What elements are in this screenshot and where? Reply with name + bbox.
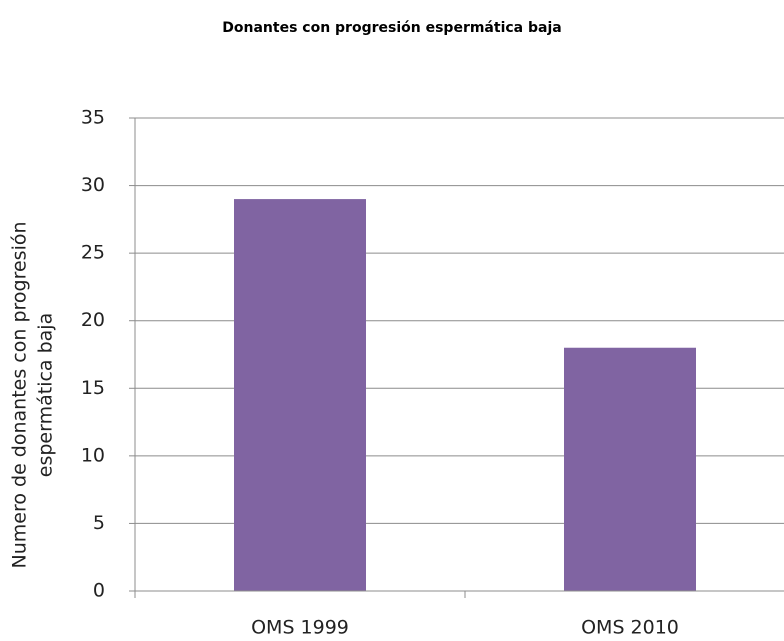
y-tick-label: 0 <box>93 580 105 602</box>
chart-title: Donantes con progresión espermática baja <box>222 20 561 36</box>
x-tick-label: OMS 2010 <box>581 617 679 639</box>
y-tick-label: 5 <box>93 512 105 534</box>
y-tick-label: 10 <box>81 444 105 466</box>
y-tick-label: 30 <box>81 174 105 196</box>
y-tick-label: 15 <box>81 377 105 399</box>
bar <box>234 199 366 592</box>
bar <box>564 347 696 591</box>
y-tick-label: 35 <box>81 107 105 129</box>
y-tick-label: 20 <box>81 309 105 331</box>
y-tick-label: 25 <box>81 242 105 264</box>
y-axis-label: Numero de donantes con progresión <box>9 221 31 568</box>
y-axis-label: espermática baja <box>35 313 57 477</box>
x-tick-label: OMS 1999 <box>251 617 349 639</box>
